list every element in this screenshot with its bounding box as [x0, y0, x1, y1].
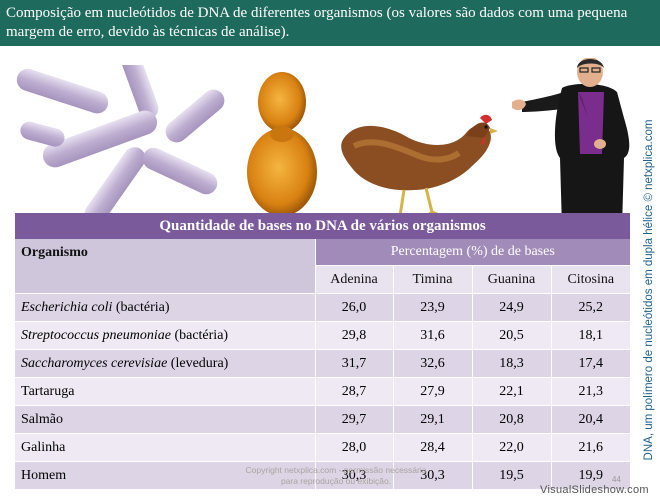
guanina-cell: 22,0: [471, 433, 551, 462]
side-caption: DNA, um polímero de nucleótidos em dupla…: [639, 96, 659, 484]
citosina-cell: 25,2: [550, 293, 631, 322]
guanina-cell: 20,5: [471, 321, 551, 350]
timina-cell: 30,3: [392, 461, 472, 489]
column-header-adenina: Adenina: [314, 265, 393, 294]
timina-cell: 29,1: [392, 405, 472, 434]
citosina-cell: 17,4: [550, 349, 631, 378]
yeast-illustration: [247, 72, 317, 216]
adenina-cell: 29,7: [314, 405, 393, 434]
column-header-citosina: Citosina: [550, 265, 631, 294]
table-row: Homem 30,3 30,3 19,5 19,9: [15, 461, 631, 489]
timina-cell: 27,9: [392, 377, 472, 406]
slide-header: Composição em nucleótidos de DNA de dife…: [0, 0, 660, 46]
column-header-guanina: Guanina: [471, 265, 551, 294]
organism-name-cell: Galinha: [15, 433, 315, 462]
guanina-cell: 20,8: [471, 405, 551, 434]
table-row: Escherichia coli (bactéria) 26,0 23,9 24…: [15, 293, 631, 322]
copyright-notice: Copyright netxplica.com - permissão nece…: [245, 465, 427, 486]
organism-name-cell: Tartaruga: [15, 377, 315, 406]
adenina-cell: 26,0: [314, 293, 393, 322]
bacteria-illustration: [16, 65, 225, 225]
organism-name-cell: Saccharomyces cerevisiae (levedura): [15, 349, 315, 378]
guanina-cell: 24,9: [471, 293, 551, 322]
organism-name-cell: Streptococcus pneumoniae (bactéria): [15, 321, 315, 350]
citosina-cell: 21,6: [550, 433, 631, 462]
table-row: Galinha 28,0 28,4 22,0 21,6: [15, 433, 631, 462]
organism-name-cell: Escherichia coli (bactéria): [15, 293, 315, 322]
citosina-cell: 20,4: [550, 405, 631, 434]
organism-name-cell: Homem: [15, 461, 315, 489]
dna-composition-table: Quantidade de bases no DNA de vários org…: [15, 213, 631, 489]
timina-cell: 23,9: [392, 293, 472, 322]
slide-title: Composição em nucleótidos de DNA de dife…: [6, 5, 628, 40]
column-header-organism: Organismo: [15, 239, 315, 294]
timina-cell: 28,4: [392, 433, 472, 462]
table-title: Quantidade de bases no DNA de vários org…: [15, 213, 631, 239]
adenina-cell: 31,7: [314, 349, 393, 378]
adenina-cell: 28,0: [314, 433, 393, 462]
column-header-timina: Timina: [392, 265, 472, 294]
page-number: 44: [612, 475, 621, 484]
organism-name-cell: Salmão: [15, 405, 315, 434]
adenina-cell: 28,7: [314, 377, 393, 406]
table-row: Salmão 29,7 29,1 20,8 20,4: [15, 405, 631, 434]
timina-cell: 31,6: [392, 321, 472, 350]
citosina-cell: 19,9: [550, 461, 631, 489]
table-row: Streptococcus pneumoniae (bactéria) 29,8…: [15, 321, 631, 350]
citosina-cell: 18,1: [550, 321, 631, 350]
visualslideshow-watermark: VisualSlideshow.com: [540, 484, 649, 496]
table-row: Tartaruga 28,7 27,9 22,1 21,3: [15, 377, 631, 406]
column-header-percentage: Percentagem (%) de de bases: [314, 239, 631, 266]
timina-cell: 32,6: [392, 349, 472, 378]
side-caption-text: DNA, um polímero de nucleótidos em dupla…: [643, 119, 655, 461]
citosina-cell: 21,3: [550, 377, 631, 406]
guanina-cell: 18,3: [471, 349, 551, 378]
chicken-illustration: [341, 114, 498, 225]
guanina-cell: 22,1: [471, 377, 551, 406]
guanina-cell: 19,5: [471, 461, 551, 489]
adenina-cell: 30,3: [314, 461, 393, 489]
adenina-cell: 29,8: [314, 321, 393, 350]
table-row: Saccharomyces cerevisiae (levedura) 31,7…: [15, 349, 631, 378]
